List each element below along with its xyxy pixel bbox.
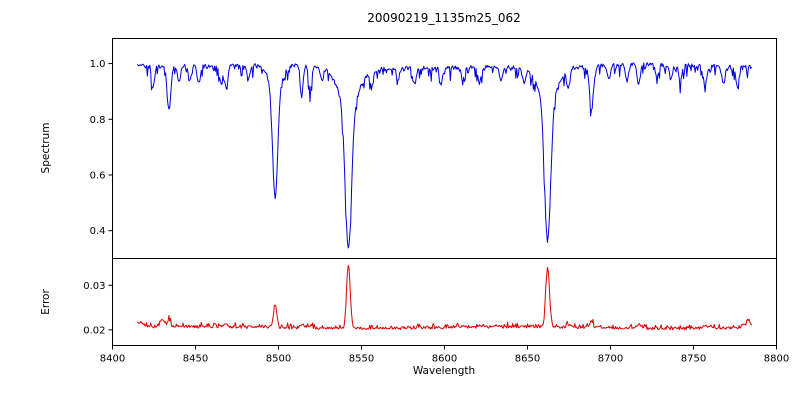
y-axis-label-error: Error bbox=[40, 289, 52, 315]
y-tick-label-error: 0.03 bbox=[83, 281, 105, 292]
spectrum-line bbox=[137, 62, 753, 249]
x-tick-label: 8400 bbox=[100, 354, 125, 365]
x-axis-label: Wavelength bbox=[412, 365, 476, 377]
y-axis-label-spectrum: Spectrum bbox=[40, 122, 52, 174]
y-tick-label-spectrum: 0.4 bbox=[90, 226, 106, 237]
y-tick-label-error: 0.02 bbox=[83, 325, 105, 336]
x-tick-label: 8750 bbox=[681, 354, 706, 365]
y-tick-label-spectrum: 0.6 bbox=[90, 170, 106, 181]
x-tick-label: 8600 bbox=[432, 354, 457, 365]
error-panel-frame bbox=[112, 258, 777, 346]
x-tick-label: 8800 bbox=[764, 354, 789, 365]
x-tick-label: 8700 bbox=[598, 354, 623, 365]
chart-title: 20090219_1135m25_062 bbox=[367, 11, 521, 25]
x-tick-label: 8650 bbox=[515, 354, 540, 365]
y-tick-label-spectrum: 0.8 bbox=[90, 115, 106, 126]
x-tick-label: 8450 bbox=[183, 354, 208, 365]
x-tick-label: 8550 bbox=[349, 354, 374, 365]
error-line bbox=[136, 265, 753, 331]
x-tick-label: 8500 bbox=[266, 354, 291, 365]
y-tick-label-spectrum: 1.0 bbox=[90, 59, 106, 70]
